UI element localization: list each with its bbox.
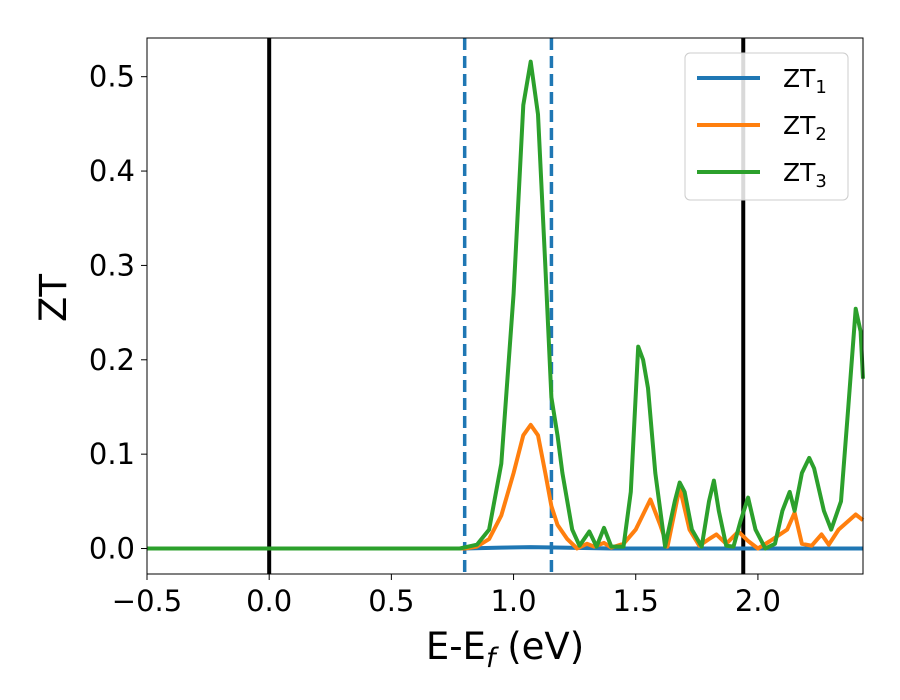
x-axis-label: E-Ef (eV) (426, 625, 584, 674)
legend: ZT1 ZT2 ZT3 (684, 52, 849, 201)
legend-label-zt3: ZT3 (783, 158, 827, 192)
y-tick-label: 0.2 (89, 343, 135, 377)
x-axis-ticks: −0.5 0.0 0.5 1.0 1.5 2.0 (112, 574, 781, 618)
legend-label-zt2: ZT2 (783, 111, 827, 145)
legend-label-zt1: ZT1 (783, 64, 827, 98)
series-line-zt2 (147, 422, 865, 551)
x-tick-label: 1.5 (613, 584, 659, 618)
x-tick-label: 0.0 (246, 584, 292, 618)
y-axis-label: ZT (32, 274, 75, 322)
x-tick-label: 0.5 (368, 584, 414, 618)
y-tick-label: 0.3 (89, 248, 135, 282)
plot-frame (146, 37, 864, 575)
y-tick-label: 0.0 (89, 532, 135, 566)
series-layer (147, 59, 865, 551)
x-tick-label: 1.0 (490, 584, 536, 618)
y-tick-label: 0.5 (89, 60, 135, 94)
series-line-zt3 (147, 59, 865, 551)
y-axis-ticks: 0.0 0.1 0.2 0.3 0.4 0.5 (89, 60, 147, 566)
legend-box (684, 52, 849, 201)
x-tick-label: −0.5 (112, 584, 182, 618)
y-tick-label: 0.4 (89, 154, 135, 188)
x-tick-label: 2.0 (735, 584, 781, 618)
y-tick-label: 0.1 (89, 437, 135, 471)
